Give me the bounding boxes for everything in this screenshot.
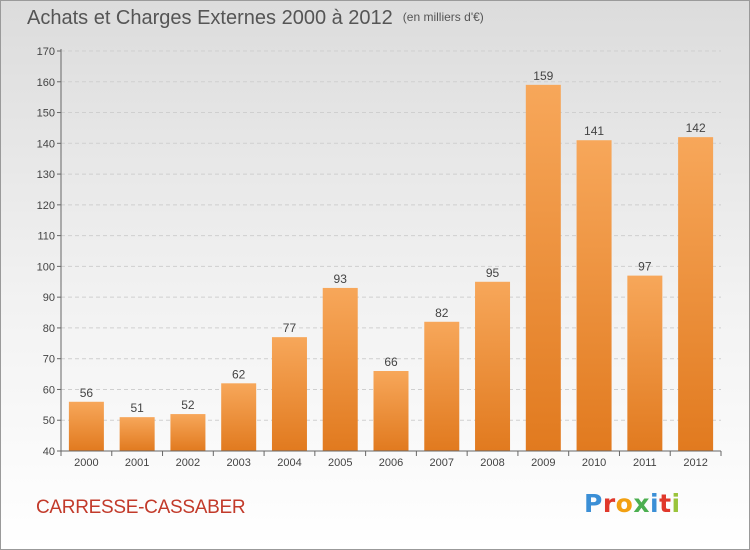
data-label-2000: 56 xyxy=(80,386,94,400)
x-tick-label-2011: 2011 xyxy=(633,457,657,469)
y-tick-label-80: 80 xyxy=(43,323,55,335)
bar-2007 xyxy=(424,321,460,451)
logo-letter: i xyxy=(671,489,681,518)
y-tick-label-110: 110 xyxy=(37,231,55,243)
axes: 40 50 60 70 80 90 100 110 120 130 140 150 160 170 2000… xyxy=(37,46,722,469)
data-label-2006: 66 xyxy=(384,355,398,369)
bar-2001 xyxy=(119,417,155,451)
logo-letter: x xyxy=(633,489,650,518)
y-tick-label-130: 130 xyxy=(37,169,55,181)
x-tick-label-2009: 2009 xyxy=(531,457,555,469)
x-tick-label-2005: 2005 xyxy=(328,457,352,469)
y-tick-label-100: 100 xyxy=(37,261,55,273)
data-label-2010: 141 xyxy=(584,124,604,138)
bar-2009 xyxy=(525,84,561,451)
bar-2004 xyxy=(271,337,307,451)
data-label-2009: 159 xyxy=(533,69,553,83)
x-tick-label-2003: 2003 xyxy=(226,457,250,469)
y-tick-label-40: 40 xyxy=(43,446,55,458)
data-label-2008: 95 xyxy=(486,266,500,280)
y-tick-label-90: 90 xyxy=(43,292,55,304)
y-tick-label-120: 120 xyxy=(37,200,55,212)
x-tick-label-2010: 2010 xyxy=(582,457,606,469)
y-tick-label-140: 140 xyxy=(37,138,55,150)
x-tick-label-2006: 2006 xyxy=(379,457,403,469)
chart-title-text: Achats et Charges Externes 2000 à 2012 xyxy=(27,7,393,29)
y-tick-label-70: 70 xyxy=(43,354,55,366)
x-tick-label-2008: 2008 xyxy=(480,457,504,469)
bars xyxy=(68,84,714,451)
labels: 56 51 52 62 77 93 66 82 95 159 141 97 142 xyxy=(80,69,706,415)
y-tick-label-60: 60 xyxy=(43,384,55,396)
bar-2005 xyxy=(322,287,358,451)
x-tick-label-2002: 2002 xyxy=(176,457,200,469)
bar-2006 xyxy=(373,371,409,451)
logo-letter: i xyxy=(650,489,660,518)
y-tick-label-160: 160 xyxy=(37,77,55,89)
bar-2012 xyxy=(678,137,714,451)
chart-unit: (en milliers d'€) xyxy=(402,10,484,24)
y-tick-label-50: 50 xyxy=(43,415,55,427)
location-name: CARRESSE-CASSABER xyxy=(36,497,246,518)
x-tick-label-2004: 2004 xyxy=(277,457,301,469)
x-tick-label-2012: 2012 xyxy=(683,457,707,469)
logo-letter: P xyxy=(584,489,603,518)
chart-title: Achats et Charges Externes 2000 à 2012 (e… xyxy=(27,7,484,30)
data-label-2001: 51 xyxy=(130,401,144,415)
data-label-2007: 82 xyxy=(435,306,449,320)
data-label-2003: 62 xyxy=(232,367,246,381)
data-label-2005: 93 xyxy=(334,272,348,286)
bar-2000 xyxy=(68,401,104,451)
data-label-2012: 142 xyxy=(686,121,706,135)
y-tick-label-170: 170 xyxy=(37,46,55,58)
data-label-2002: 52 xyxy=(181,398,195,412)
bar-2002 xyxy=(170,414,206,451)
logo-letter: r xyxy=(602,489,616,518)
y-tick-label-150: 150 xyxy=(37,108,55,120)
bar-2011 xyxy=(627,275,663,451)
bar-2008 xyxy=(475,281,511,451)
data-label-2011: 97 xyxy=(638,260,652,274)
logo-letter: o xyxy=(615,489,634,518)
proxiti-logo: Proxiti xyxy=(584,489,681,518)
logo-letter: t xyxy=(659,489,672,518)
bar-2003 xyxy=(221,383,257,451)
x-tick-label-2007: 2007 xyxy=(430,457,454,469)
data-label-2004: 77 xyxy=(283,321,297,335)
x-tick-label-2000: 2000 xyxy=(74,457,98,469)
x-tick-label-2001: 2001 xyxy=(125,457,149,469)
bar-2010 xyxy=(576,140,612,451)
